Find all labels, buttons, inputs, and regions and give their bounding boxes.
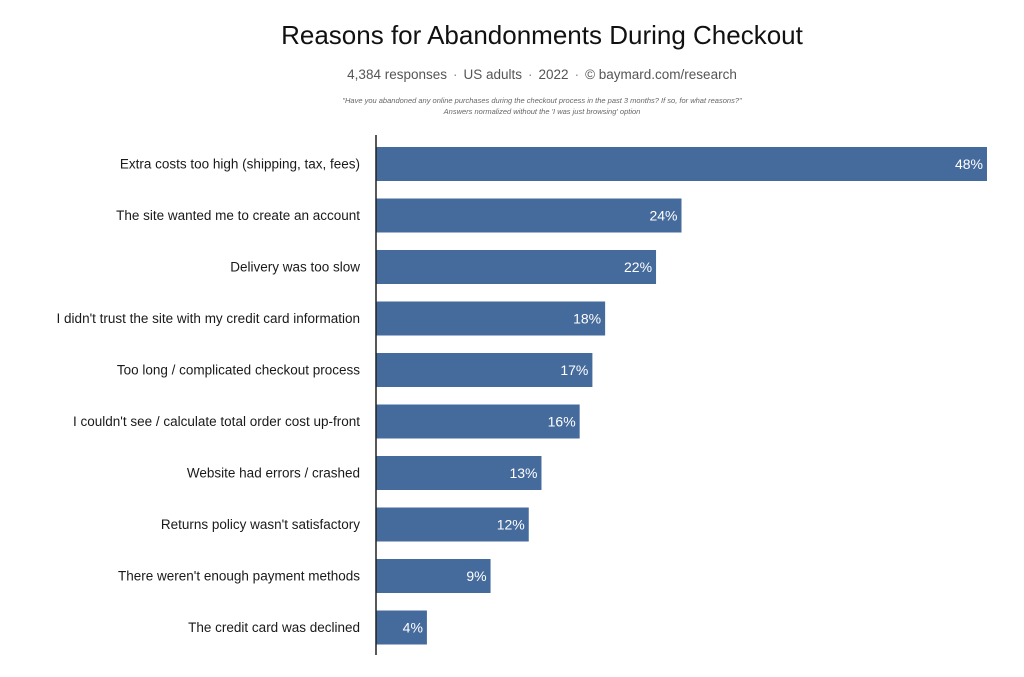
bar xyxy=(376,610,427,645)
value-label: 24% xyxy=(649,208,677,224)
bar xyxy=(376,198,682,233)
value-label: 4% xyxy=(403,620,423,636)
category-label: Returns policy wasn't satisfactory xyxy=(161,517,360,532)
value-label: 17% xyxy=(560,362,588,378)
bar xyxy=(376,250,657,284)
category-label: I didn't trust the site with my credit c… xyxy=(57,311,360,326)
subtitle-separator: · xyxy=(528,67,533,82)
subtitle-separator: · xyxy=(574,67,580,82)
bar xyxy=(376,559,491,593)
value-label: 22% xyxy=(624,259,652,275)
bar xyxy=(376,301,606,336)
value-label: 13% xyxy=(509,465,537,481)
category-label: Website had errors / crashed xyxy=(187,466,360,481)
survey-question: "Have you abandoned any online purchases… xyxy=(342,96,742,105)
subtitle-responses: 4,384 responses xyxy=(347,67,447,82)
subtitle-audience: US adults xyxy=(463,67,523,82)
category-label: There weren't enough payment methods xyxy=(118,569,360,584)
category-label: Extra costs too high (shipping, tax, fee… xyxy=(120,157,360,172)
category-label: Too long / complicated checkout process xyxy=(117,363,360,378)
bar xyxy=(376,456,542,490)
chart-title: Reasons for Abandonments During Checkout xyxy=(281,20,803,50)
bar xyxy=(376,353,593,387)
subtitle-separator: · xyxy=(453,67,458,82)
subtitle-source: © baymard.com/research xyxy=(585,67,737,82)
bar xyxy=(376,507,529,542)
subtitle-year: 2022 xyxy=(538,67,569,82)
category-label: Delivery was too slow xyxy=(230,260,360,275)
value-label: 9% xyxy=(466,568,486,584)
bar xyxy=(376,404,580,439)
value-label: 18% xyxy=(573,311,601,327)
bar xyxy=(376,147,987,181)
category-label: I couldn't see / calculate total order c… xyxy=(73,414,360,429)
bars-layer: Extra costs too high (shipping, tax, fee… xyxy=(57,147,987,645)
value-label: 48% xyxy=(955,156,983,172)
value-label: 12% xyxy=(497,517,525,533)
category-label: The site wanted me to create an account xyxy=(116,208,360,223)
chart-subtitle: 4,384 responses · US adults · 2022 · © baymard… xyxy=(0,67,1024,82)
normalization-note: Answers normalized without the 'I was ju… xyxy=(443,107,641,116)
value-label: 16% xyxy=(548,414,576,430)
category-label: The credit card was declined xyxy=(188,620,360,635)
